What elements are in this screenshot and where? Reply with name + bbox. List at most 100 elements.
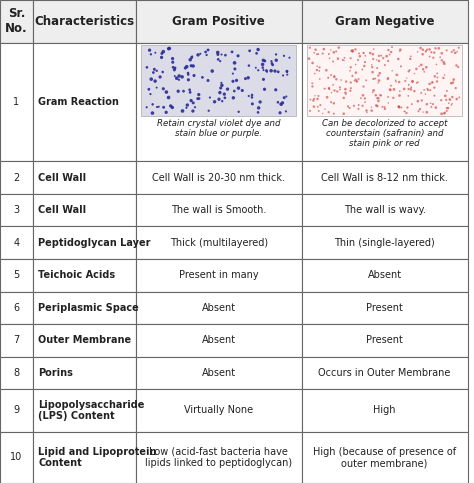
- Point: [255, 104, 263, 112]
- Point: [453, 95, 461, 103]
- Point: [313, 62, 321, 70]
- Point: [432, 44, 439, 52]
- Point: [163, 109, 170, 116]
- Point: [447, 101, 455, 109]
- Point: [260, 66, 267, 74]
- Point: [430, 49, 438, 57]
- Point: [231, 65, 239, 73]
- Point: [334, 87, 341, 95]
- Point: [369, 50, 377, 58]
- Point: [205, 107, 212, 114]
- Point: [199, 73, 206, 81]
- Point: [214, 51, 222, 58]
- Point: [395, 103, 403, 111]
- Point: [339, 56, 346, 64]
- Point: [412, 65, 420, 73]
- Point: [218, 82, 226, 89]
- Point: [325, 84, 333, 92]
- Point: [414, 48, 421, 56]
- Point: [423, 100, 431, 108]
- Point: [283, 71, 291, 78]
- Point: [404, 104, 411, 112]
- Point: [393, 71, 401, 79]
- Point: [377, 52, 385, 59]
- Text: Absent: Absent: [201, 303, 236, 313]
- Text: Virtually None: Virtually None: [184, 405, 253, 415]
- Point: [206, 94, 214, 101]
- Point: [327, 46, 335, 54]
- Point: [330, 99, 337, 107]
- Point: [347, 63, 355, 71]
- Point: [377, 92, 385, 99]
- Point: [272, 86, 280, 94]
- Point: [427, 99, 435, 107]
- Point: [374, 94, 381, 102]
- Point: [384, 57, 392, 65]
- Point: [182, 104, 190, 112]
- Point: [384, 74, 392, 82]
- Text: 10: 10: [10, 453, 22, 462]
- Point: [259, 64, 266, 71]
- Point: [439, 74, 447, 82]
- Point: [379, 103, 386, 111]
- Point: [359, 91, 367, 99]
- Point: [342, 78, 350, 85]
- Point: [395, 78, 403, 86]
- Point: [372, 91, 380, 99]
- Point: [381, 105, 389, 113]
- Text: Retain crystal violet dye and
stain blue or purple.: Retain crystal violet dye and stain blue…: [157, 119, 281, 138]
- Point: [315, 107, 323, 115]
- Point: [321, 85, 328, 93]
- Point: [422, 63, 430, 71]
- Point: [153, 67, 161, 75]
- Point: [427, 86, 434, 94]
- Point: [352, 45, 359, 53]
- Point: [328, 98, 335, 106]
- Point: [178, 73, 186, 81]
- Point: [398, 103, 405, 111]
- Point: [353, 77, 361, 85]
- Point: [426, 80, 433, 88]
- Point: [408, 100, 416, 108]
- Point: [360, 49, 367, 57]
- Point: [417, 44, 424, 52]
- Point: [383, 52, 391, 60]
- Point: [163, 88, 170, 96]
- Point: [159, 68, 166, 76]
- Bar: [301, 356, 468, 389]
- Point: [347, 79, 355, 86]
- Point: [319, 110, 327, 117]
- Bar: [136, 389, 301, 432]
- Point: [279, 99, 286, 107]
- Point: [434, 73, 441, 81]
- Point: [313, 66, 320, 74]
- Point: [368, 63, 376, 71]
- Point: [254, 109, 262, 116]
- Bar: [33, 0, 136, 43]
- Point: [452, 84, 459, 92]
- Point: [397, 46, 404, 54]
- Point: [350, 102, 358, 110]
- Point: [352, 60, 359, 68]
- Point: [384, 93, 392, 101]
- Point: [447, 79, 455, 87]
- Point: [269, 61, 276, 69]
- Point: [315, 92, 322, 100]
- Point: [151, 77, 159, 85]
- Text: High (because of presence of
outer membrane): High (because of presence of outer membr…: [313, 447, 456, 468]
- Point: [189, 107, 197, 115]
- Point: [330, 48, 337, 56]
- Point: [426, 53, 434, 60]
- Point: [384, 99, 392, 107]
- Point: [312, 46, 319, 54]
- Point: [242, 75, 249, 83]
- Point: [361, 95, 369, 102]
- Point: [326, 85, 333, 93]
- Point: [274, 99, 282, 106]
- Point: [322, 67, 330, 74]
- Point: [419, 65, 427, 73]
- Point: [330, 110, 337, 117]
- Bar: [136, 161, 301, 194]
- Bar: [301, 0, 468, 43]
- Point: [171, 66, 178, 74]
